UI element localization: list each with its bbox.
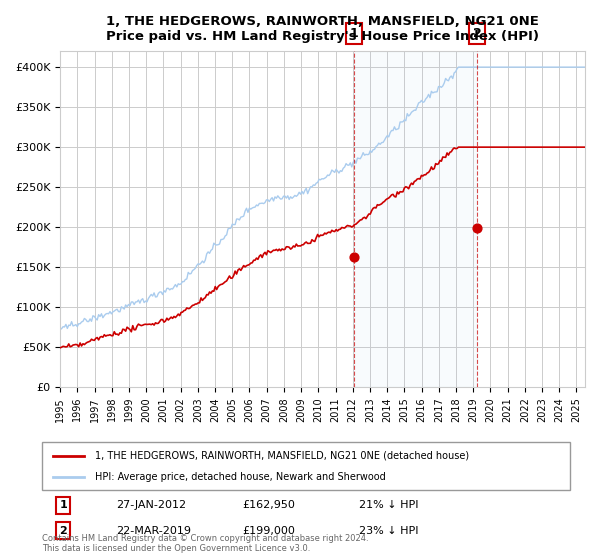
Text: 27-JAN-2012: 27-JAN-2012 (116, 501, 186, 510)
Text: 2: 2 (59, 526, 67, 535)
Text: 2: 2 (473, 27, 481, 40)
Text: 1: 1 (59, 501, 67, 510)
Text: £162,950: £162,950 (242, 501, 296, 510)
Text: 22-MAR-2019: 22-MAR-2019 (116, 526, 191, 535)
Text: Contains HM Land Registry data © Crown copyright and database right 2024.
This d: Contains HM Land Registry data © Crown c… (42, 534, 368, 553)
Text: HPI: Average price, detached house, Newark and Sherwood: HPI: Average price, detached house, Newa… (95, 472, 386, 482)
Text: 21% ↓ HPI: 21% ↓ HPI (359, 501, 418, 510)
Point (349, 253, 359, 262)
FancyBboxPatch shape (42, 442, 570, 490)
Text: 1, THE HEDGEROWS, RAINWORTH, MANSFIELD, NG21 0NE (detached house): 1, THE HEDGEROWS, RAINWORTH, MANSFIELD, … (95, 451, 469, 461)
Bar (354, 51, 477, 387)
Point (472, 223, 482, 232)
Text: £199,000: £199,000 (242, 526, 296, 535)
Text: 1: 1 (350, 27, 358, 40)
Title: 1, THE HEDGEROWS, RAINWORTH, MANSFIELD, NG21 0NE
Price paid vs. HM Land Registry: 1, THE HEDGEROWS, RAINWORTH, MANSFIELD, … (106, 15, 539, 43)
Text: 23% ↓ HPI: 23% ↓ HPI (359, 526, 418, 535)
